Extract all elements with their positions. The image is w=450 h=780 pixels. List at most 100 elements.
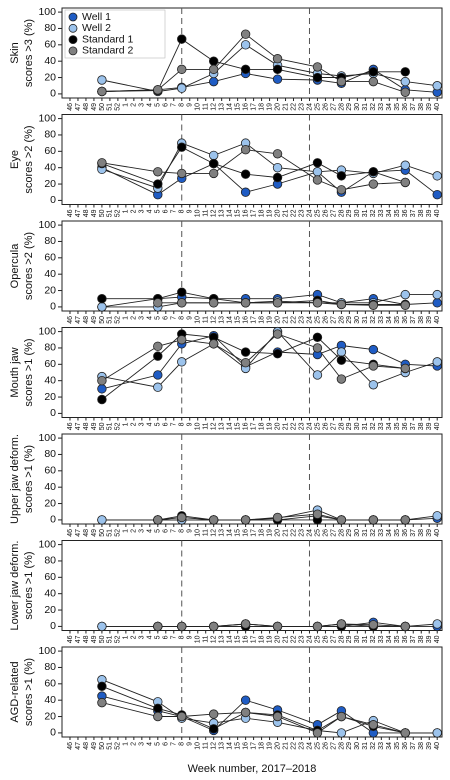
x-tick-label: 4 (147, 103, 154, 107)
x-tick-label: 36 (402, 209, 409, 217)
x-tick-label: 17 (250, 742, 257, 750)
x-tick-label: 48 (83, 529, 90, 537)
x-tick-label: 10 (195, 103, 202, 111)
x-tick-label: 37 (410, 635, 417, 643)
x-tick-label: 25 (314, 209, 321, 217)
plot-frame (61, 7, 443, 99)
series-line (101, 38, 406, 92)
x-tick-label: 8 (179, 103, 186, 107)
data-point (432, 189, 442, 200)
x-tick-label: 52 (115, 422, 122, 430)
y-tick-label: 60 (44, 358, 56, 370)
y-tick-label: 20 (44, 178, 56, 190)
x-tick-label: 32 (370, 422, 377, 430)
x-tick-label: 22 (290, 316, 297, 324)
x-tick-label: 18 (258, 529, 265, 537)
y-tick-label: 100 (38, 219, 56, 231)
x-tick-label: 35 (394, 635, 401, 643)
data-point (153, 298, 163, 308)
x-tick-label: 8 (179, 635, 186, 639)
x-tick-label: 6 (163, 742, 170, 746)
data-point (97, 302, 107, 312)
y-tick-label: 40 (44, 161, 56, 173)
y-tick-label: 100 (38, 645, 56, 657)
y-tick-label: 0 (50, 407, 56, 419)
data-point (432, 357, 442, 367)
x-tick-label: 48 (83, 742, 90, 750)
legend-marker (68, 12, 78, 22)
x-tick-label: 36 (402, 316, 409, 324)
data-point (177, 83, 187, 93)
x-tick-label: 37 (410, 209, 417, 217)
data-point (432, 81, 442, 91)
data-point (432, 171, 442, 181)
data-point (272, 329, 283, 339)
x-tick-label: 34 (386, 529, 393, 537)
x-tick-label: 2 (131, 209, 138, 213)
x-tick-label: 4 (147, 209, 154, 213)
x-tick-label: 38 (418, 529, 425, 537)
plot-frame (61, 433, 443, 525)
x-tick-label: 38 (418, 316, 425, 324)
x-tick-label: 12 (211, 529, 218, 537)
data-point (368, 179, 379, 189)
x-tick-label: 31 (362, 209, 369, 217)
x-tick-label: 39 (426, 209, 433, 217)
x-tick-label: 22 (290, 103, 297, 111)
series-line (101, 146, 406, 185)
x-tick-label: 19 (266, 742, 273, 750)
x-tick-label: 25 (314, 316, 321, 324)
x-tick-label: 21 (282, 742, 289, 750)
x-tick-label: 33 (378, 103, 385, 111)
x-tick-label: 9 (187, 742, 194, 746)
x-tick-label: 15 (234, 103, 241, 111)
x-tick-label: 19 (266, 209, 273, 217)
x-tick-label: 10 (195, 422, 202, 430)
x-tick-label: 7 (171, 742, 178, 746)
y-tick-label: 60 (44, 145, 56, 157)
x-tick-label: 50 (99, 103, 106, 111)
series-line (101, 685, 406, 734)
legend-frame (64, 9, 166, 59)
x-tick-label: 17 (250, 103, 257, 111)
x-tick-label: 13 (219, 422, 226, 430)
x-tick-label: 34 (386, 103, 393, 111)
data-point (208, 621, 219, 632)
x-tick-label: 2 (131, 422, 138, 426)
x-tick-label: 4 (147, 422, 154, 426)
x-tick-label: 27 (330, 209, 337, 217)
x-tick-label: 2 (131, 316, 138, 320)
data-point (208, 515, 219, 525)
data-point (97, 375, 107, 386)
y-tick-label: 20 (44, 391, 56, 403)
data-point (97, 681, 107, 691)
x-tick-label: 19 (266, 529, 273, 537)
x-tick-label: 11 (203, 316, 210, 323)
x-tick-label: 9 (187, 635, 194, 639)
series-line (101, 68, 438, 93)
data-point (368, 344, 379, 355)
data-point (272, 512, 283, 523)
x-tick-label: 27 (330, 422, 337, 430)
data-point (208, 158, 219, 169)
x-tick-label: 5 (155, 422, 162, 426)
x-tick-label: 36 (402, 529, 409, 537)
x-tick-label: 17 (250, 316, 257, 324)
x-tick-label: 12 (211, 742, 218, 750)
data-point (177, 512, 187, 523)
legend-marker (68, 35, 78, 44)
data-point (240, 64, 251, 75)
data-point (400, 515, 410, 525)
y-tick-label: 20 (44, 710, 56, 722)
x-tick-label: 21 (282, 103, 289, 111)
x-tick-label: 35 (394, 422, 401, 430)
data-point (312, 343, 323, 353)
x-tick-label: 18 (258, 316, 265, 324)
x-tick-label: 34 (386, 742, 393, 750)
x-tick-label: 9 (187, 316, 194, 320)
x-tick-label: 3 (139, 209, 146, 213)
x-tick-label: 50 (99, 316, 106, 324)
data-point (336, 185, 347, 195)
y-axis-label: Lower jaw deform. (9, 541, 21, 631)
x-tick-label: 33 (378, 635, 385, 643)
